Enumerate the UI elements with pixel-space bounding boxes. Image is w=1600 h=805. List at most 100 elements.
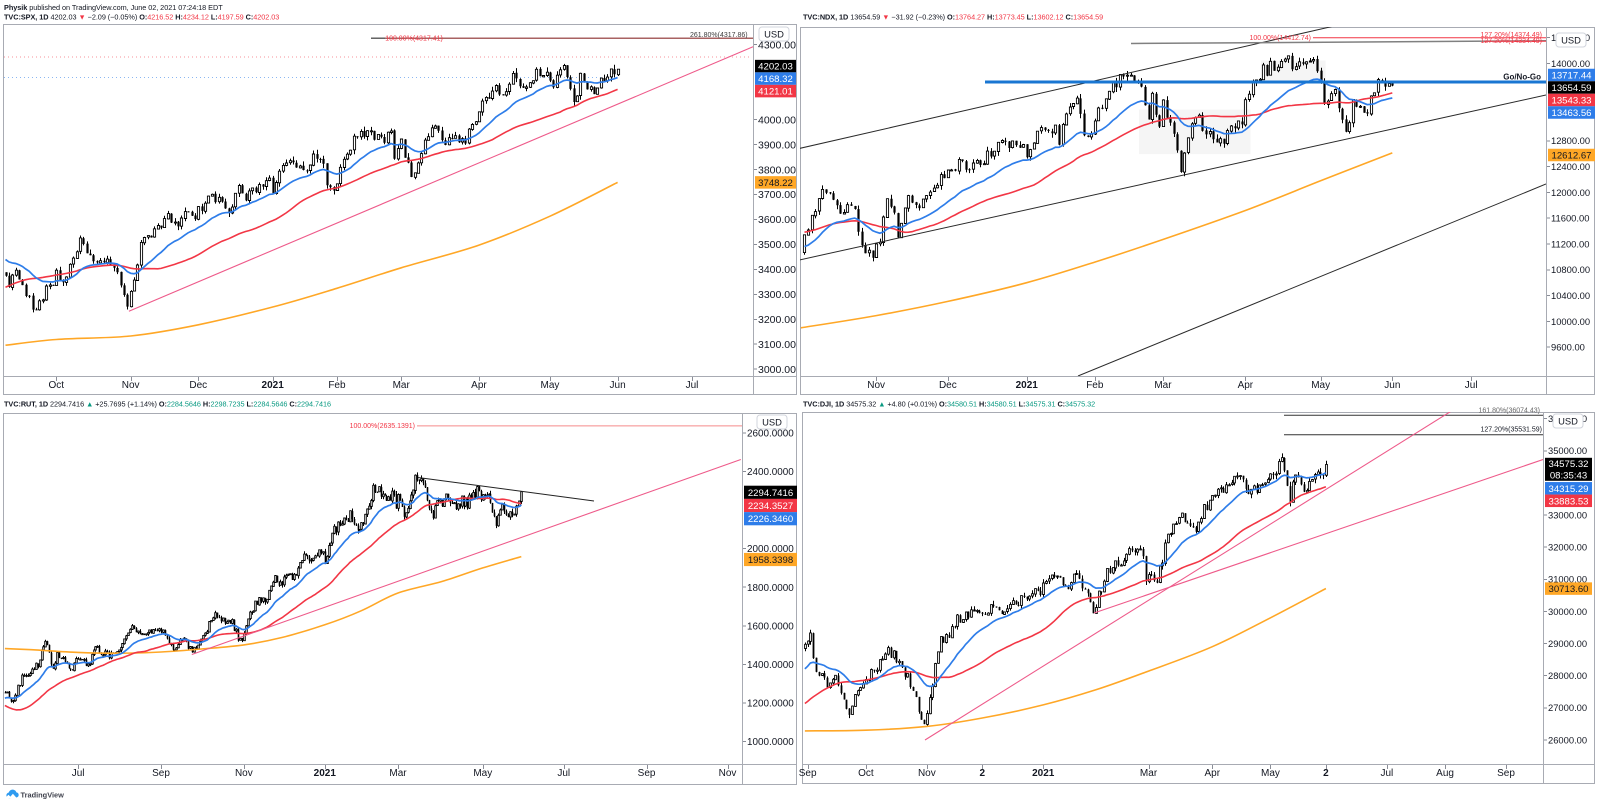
svg-text:4300.00: 4300.00 (758, 39, 796, 51)
svg-text:TVC:DJI, 1D 34575.32 ▲ +4.80 (: TVC:DJI, 1D 34575.32 ▲ +4.80 (+0.01%) O:… (803, 400, 1095, 409)
svg-text:13654.59: 13654.59 (1551, 83, 1591, 94)
svg-text:4202.03: 4202.03 (758, 62, 793, 73)
svg-text:4000.00: 4000.00 (758, 114, 796, 126)
svg-text:13543.33: 13543.33 (1551, 95, 1591, 106)
svg-text:1200.0000: 1200.0000 (747, 699, 794, 710)
svg-text:Aug: Aug (1436, 768, 1454, 779)
svg-text:Apr: Apr (471, 380, 487, 391)
svg-text:Oct: Oct (48, 380, 64, 391)
svg-text:Physik published on TradingVie: Physik published on TradingView.com, Jun… (4, 3, 223, 12)
svg-text:USD: USD (1561, 35, 1581, 46)
svg-text:12000.00: 12000.00 (1551, 187, 1590, 198)
svg-text:3800.00: 3800.00 (758, 164, 796, 176)
svg-text:Nov: Nov (235, 768, 253, 779)
svg-text:Dec: Dec (939, 380, 957, 391)
svg-text:TVC:RUT, 1D 2294.7416 ▲ +25.76: TVC:RUT, 1D 2294.7416 ▲ +25.7695 (+1.14%… (4, 400, 331, 409)
svg-text:12800.00: 12800.00 (1551, 135, 1590, 146)
svg-text:4168.32: 4168.32 (758, 74, 793, 85)
svg-text:1400.0000: 1400.0000 (747, 660, 794, 671)
svg-text:Sep: Sep (1497, 768, 1515, 779)
svg-text:34575.32: 34575.32 (1548, 459, 1588, 470)
svg-text:Feb: Feb (328, 380, 346, 391)
svg-text:Jul: Jul (1380, 768, 1393, 779)
svg-text:3300.00: 3300.00 (758, 289, 796, 301)
svg-text:100.00%(2635.1391): 100.00%(2635.1391) (350, 423, 415, 430)
svg-text:127.20%(14334.49): 127.20%(14334.49) (1481, 38, 1543, 45)
svg-text:Mar: Mar (389, 768, 407, 779)
svg-text:14000.00: 14000.00 (1551, 58, 1590, 69)
svg-text:3100.00: 3100.00 (758, 339, 796, 351)
svg-text:TVC:NDX, 1D 13654.59 ▼ −31.92: TVC:NDX, 1D 13654.59 ▼ −31.92 (−0.23%) O… (803, 13, 1103, 22)
svg-text:May: May (1261, 768, 1280, 779)
svg-text:34315.29: 34315.29 (1548, 484, 1588, 495)
svg-text:2021: 2021 (262, 380, 285, 391)
svg-text:3200.00: 3200.00 (758, 314, 796, 326)
svg-text:Nov: Nov (867, 380, 885, 391)
svg-text:29000.00: 29000.00 (1548, 638, 1587, 649)
svg-text:Jul: Jul (557, 768, 570, 779)
svg-text:Jul: Jul (686, 380, 699, 391)
svg-text:Jun: Jun (610, 380, 626, 391)
svg-text:Sep: Sep (799, 768, 817, 779)
svg-text:27000.00: 27000.00 (1548, 702, 1587, 713)
svg-text:261.80%(4317.86): 261.80%(4317.86) (690, 32, 748, 39)
svg-text:1958.3398: 1958.3398 (748, 555, 793, 566)
svg-text:May: May (473, 768, 492, 779)
svg-text:3700.00: 3700.00 (758, 189, 796, 201)
svg-text:Sep: Sep (638, 768, 656, 779)
svg-text:USD: USD (762, 417, 782, 428)
svg-text:USD: USD (764, 29, 784, 40)
svg-text:3748.22: 3748.22 (758, 178, 793, 189)
svg-text:TVC:SPX, 1D 4202.03 ▼ −2.09 (−: TVC:SPX, 1D 4202.03 ▼ −2.09 (−0.05%) O:4… (4, 13, 279, 22)
svg-text:3000.00: 3000.00 (758, 364, 796, 376)
svg-text:2294.7416: 2294.7416 (748, 488, 793, 499)
svg-text:Mar: Mar (1140, 768, 1158, 779)
svg-text:30000.00: 30000.00 (1548, 606, 1587, 617)
svg-text:10400.00: 10400.00 (1551, 290, 1590, 301)
svg-text:161.80%(36074.43): 161.80%(36074.43) (1479, 407, 1541, 414)
svg-text:35000.00: 35000.00 (1548, 445, 1587, 456)
svg-text:3600.00: 3600.00 (758, 214, 796, 226)
svg-text:10000.00: 10000.00 (1551, 316, 1590, 327)
svg-text:Jul: Jul (72, 768, 85, 779)
svg-text:Nov: Nov (719, 768, 737, 779)
svg-text:31000.00: 31000.00 (1548, 574, 1587, 585)
svg-text:2234.3527: 2234.3527 (748, 501, 793, 512)
svg-text:100.00%(14412.74): 100.00%(14412.74) (1250, 35, 1312, 42)
svg-text:12612.67: 12612.67 (1551, 150, 1591, 161)
svg-text:2: 2 (1323, 768, 1329, 779)
svg-text:2021: 2021 (1032, 768, 1055, 779)
svg-text:1600.0000: 1600.0000 (747, 621, 794, 632)
svg-text:13463.56: 13463.56 (1551, 108, 1591, 119)
svg-text:Go/No-Go: Go/No-Go (1503, 73, 1541, 82)
svg-text:Dec: Dec (189, 380, 207, 391)
svg-text:1800.0000: 1800.0000 (747, 583, 794, 594)
svg-text:33000.00: 33000.00 (1548, 509, 1587, 520)
svg-text:2021: 2021 (1016, 380, 1039, 391)
svg-text:USD: USD (1558, 416, 1578, 427)
svg-text:26000.00: 26000.00 (1548, 734, 1587, 745)
svg-text:Apr: Apr (1204, 768, 1220, 779)
svg-text:11200.00: 11200.00 (1551, 238, 1589, 249)
svg-text:May: May (541, 380, 560, 391)
svg-text:Oct: Oct (858, 768, 874, 779)
svg-text:Jul: Jul (1465, 380, 1478, 391)
svg-text:3400.00: 3400.00 (758, 264, 796, 276)
svg-text:9600.00: 9600.00 (1551, 342, 1585, 353)
svg-text:30713.60: 30713.60 (1548, 584, 1588, 595)
svg-text:13717.44: 13717.44 (1551, 70, 1592, 81)
svg-text:127.20%(35531.59): 127.20%(35531.59) (1481, 426, 1543, 433)
svg-text:Sep: Sep (152, 768, 170, 779)
svg-text:Mar: Mar (393, 380, 411, 391)
svg-text:May: May (1311, 380, 1330, 391)
svg-text:100.00%(4317.41): 100.00%(4317.41) (385, 36, 443, 43)
svg-text:2: 2 (979, 768, 985, 779)
svg-text:10800.00: 10800.00 (1551, 264, 1590, 275)
svg-text:127.20%(14374.49): 127.20%(14374.49) (1481, 32, 1543, 39)
svg-text:Jun: Jun (1384, 380, 1400, 391)
svg-text:11600.00: 11600.00 (1551, 213, 1589, 224)
svg-text:Nov: Nov (918, 768, 936, 779)
svg-text:2000.0000: 2000.0000 (747, 544, 794, 555)
svg-text:2400.0000: 2400.0000 (747, 467, 794, 478)
svg-text:28000.00: 28000.00 (1548, 670, 1587, 681)
